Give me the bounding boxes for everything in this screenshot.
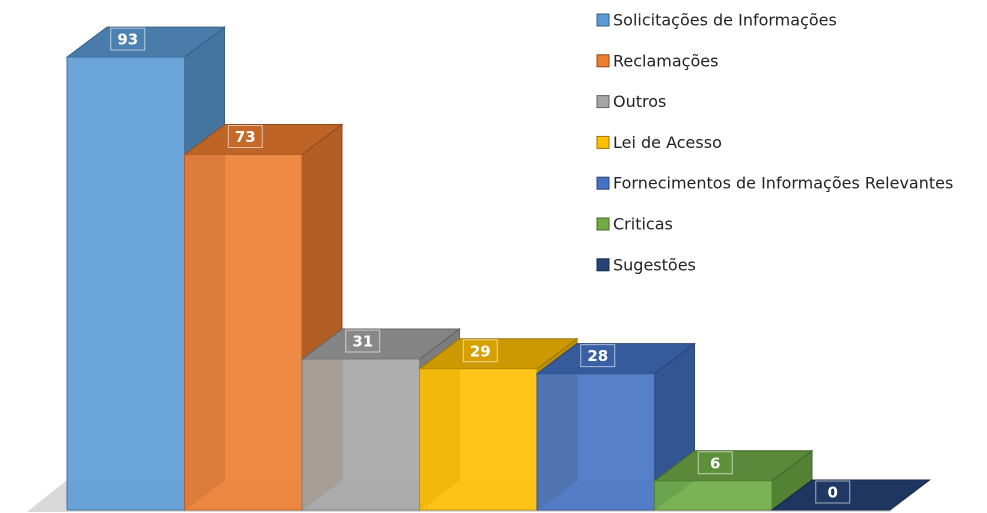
value-label-box — [580, 344, 616, 368]
value-label: 31 — [352, 333, 373, 351]
bar — [183, 123, 344, 511]
bar-front — [184, 153, 303, 511]
legend-label: Reclamações — [613, 51, 718, 70]
value-label-box — [345, 329, 381, 353]
value-label: 28 — [587, 347, 608, 365]
legend-label: Criticas — [613, 215, 673, 234]
legend-swatch — [596, 54, 610, 68]
legend-swatch — [596, 95, 610, 109]
legend-label: Lei de Acesso — [613, 133, 722, 152]
value-label: 93 — [117, 31, 138, 49]
bar — [653, 449, 814, 511]
value-label: 6 — [710, 454, 720, 472]
value-label: 73 — [235, 128, 256, 146]
bar-top — [770, 479, 931, 511]
bar — [770, 479, 931, 511]
legend-label: Solicitações de Informações — [613, 11, 837, 30]
value-label-box — [815, 480, 851, 504]
value-label-box — [227, 124, 263, 148]
bar-front — [654, 480, 773, 511]
legend-label: Fornecimentos de Informações Relevantes — [613, 174, 953, 193]
legend-swatch — [596, 176, 610, 190]
bar-front — [536, 373, 655, 511]
legend-swatch — [596, 217, 610, 231]
legend-swatch — [596, 13, 610, 27]
value-label: 29 — [470, 342, 491, 360]
legend-swatch — [596, 258, 610, 272]
bar-front — [301, 358, 420, 511]
value-label-box — [697, 451, 733, 475]
value-label: 0 — [828, 484, 838, 502]
legend-label: Sugestões — [613, 255, 696, 274]
bar-front — [66, 56, 185, 511]
value-label-box — [110, 27, 146, 51]
legend-label: Outros — [613, 92, 666, 111]
bar-front — [419, 368, 538, 511]
legend-swatch — [596, 135, 610, 149]
value-label-box — [462, 339, 498, 363]
